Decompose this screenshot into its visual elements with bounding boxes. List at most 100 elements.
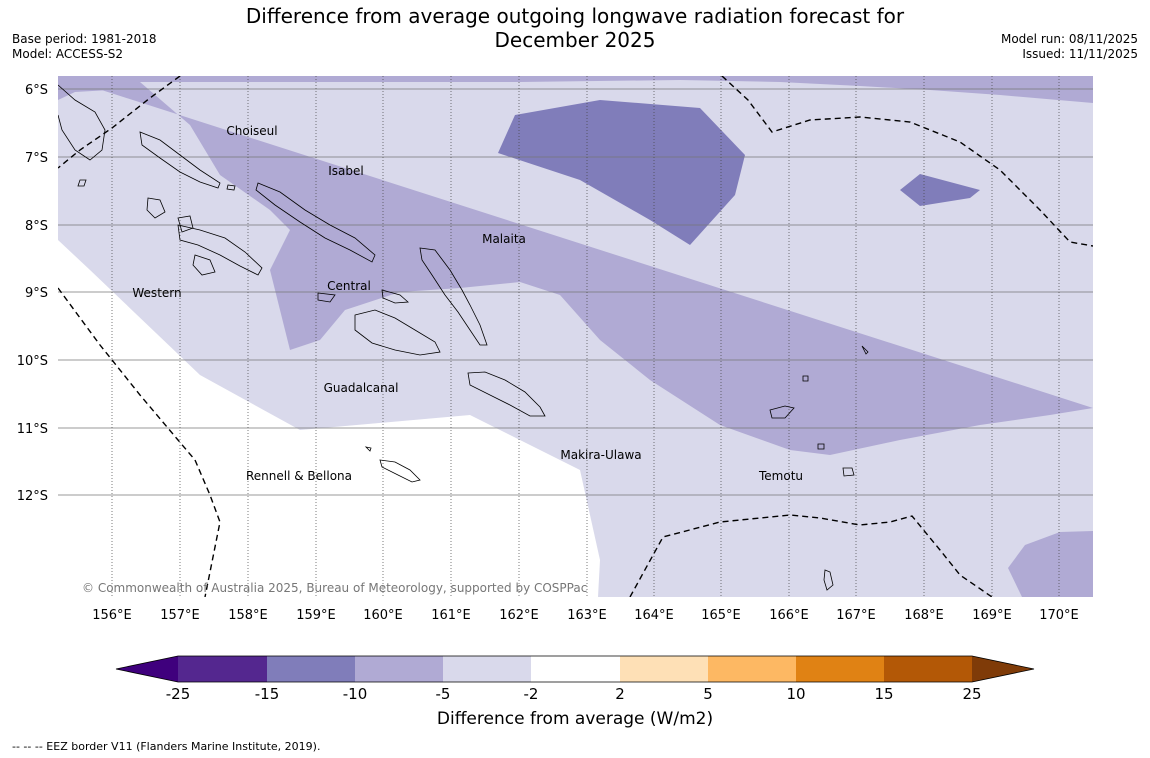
island-vanikoro <box>842 467 855 477</box>
province-temotu: Temotu <box>758 469 803 483</box>
map-title: Difference from average outgoing longwav… <box>180 4 970 52</box>
colorbar-tick: 10 <box>786 685 805 703</box>
province-western: Western <box>132 286 181 300</box>
island-guadalcanal <box>354 309 441 356</box>
island-sikaiana <box>861 345 869 355</box>
coastlines <box>58 84 869 591</box>
province-rennell-bellona: Rennell & Bellona <box>246 469 352 483</box>
lat-label: 6°S <box>25 83 48 98</box>
lat-label: 8°S <box>25 219 48 234</box>
model-run: Model run: 08/11/2025 <box>1000 32 1138 46</box>
colorbar-segment <box>178 656 267 682</box>
lon-label: 158°E <box>228 608 268 623</box>
colorbar-outline <box>115 655 1035 683</box>
colorbar-tick: -15 <box>255 685 280 703</box>
colorbar-segment <box>267 656 355 682</box>
island-utupua <box>817 443 825 450</box>
colorbar-low-extension <box>116 656 178 682</box>
model-name: Model: ACCESS-S2 <box>12 47 124 61</box>
colorbar-tick: -2 <box>524 685 539 703</box>
title-line-2: December 2025 <box>494 28 656 52</box>
copyright-notice: © Commonwealth of Australia 2025, Bureau… <box>82 581 587 595</box>
eez-borders <box>58 76 1093 597</box>
lon-label: 170°E <box>1039 608 1079 623</box>
colorbar-tick: -5 <box>436 685 451 703</box>
province-labels: Choiseul Isabel Malaita Central Western … <box>132 124 803 483</box>
province-makira-ulawa: Makira-Ulawa <box>560 448 641 462</box>
colorbar <box>115 655 1035 683</box>
colorbar-high-extension <box>972 656 1034 682</box>
lon-label: 157°E <box>160 608 200 623</box>
island-tikopia <box>823 569 834 591</box>
latitude-labels: 6°S 7°S 8°S 9°S 10°S 11°S 12°S <box>17 83 48 504</box>
island-makira <box>467 371 546 417</box>
island-rendova <box>192 254 216 276</box>
island-malaita <box>419 247 488 346</box>
lon-label: 168°E <box>904 608 944 623</box>
zone-strong-negative <box>498 100 745 245</box>
longitude-labels: 156°E 157°E 158°E 159°E 160°E 161°E 162°… <box>92 608 1079 623</box>
lon-label: 169°E <box>972 608 1012 623</box>
latitude-gridlines <box>58 88 1093 496</box>
colorbar-segment <box>708 656 796 682</box>
issued-date: Issued: 11/11/2025 <box>1022 47 1138 61</box>
zone-moderate-negative-topleft <box>58 76 150 100</box>
colorbar-segment <box>443 656 531 682</box>
island-kolombangara <box>177 215 194 233</box>
island-choiseul <box>139 131 221 189</box>
run-info: Model run: 08/11/2025 Issued: 11/11/2025 <box>1001 32 1138 62</box>
lat-label: 7°S <box>25 151 48 166</box>
colorbar-segment <box>884 656 972 682</box>
zone-strong-negative-east <box>900 174 980 206</box>
island-rennell <box>379 459 421 483</box>
island-reef <box>802 375 809 382</box>
colorbar-segment <box>620 656 708 682</box>
colorbar-tick: 2 <box>615 685 625 703</box>
colorbar-tick-labels: -25 -15 -10 -5 -2 2 5 10 15 25 <box>166 685 982 703</box>
lon-label: 163°E <box>567 608 607 623</box>
island-treasury <box>226 184 236 191</box>
lat-label: 9°S <box>25 286 48 301</box>
island-vella <box>146 197 166 219</box>
lat-label: 11°S <box>17 422 48 437</box>
lon-label: 161°E <box>431 608 471 623</box>
lon-label: 156°E <box>92 608 132 623</box>
lon-label: 164°E <box>634 608 674 623</box>
island-florida <box>317 292 336 303</box>
island-bougainville <box>58 84 106 161</box>
colorbar-tick: 15 <box>874 685 893 703</box>
island-isabel <box>255 182 376 263</box>
colorbar-segment <box>531 656 620 682</box>
province-guadalcanal: Guadalcanal <box>324 381 399 395</box>
lon-label: 162°E <box>499 608 539 623</box>
zone-moderate-negative-se <box>1008 531 1093 597</box>
olr-map: Choiseul Isabel Malaita Central Western … <box>58 76 1093 597</box>
base-info: Base period: 1981-2018 Model: ACCESS-S2 <box>12 32 157 62</box>
colorbar-segment <box>355 656 443 682</box>
colorbar-tick: 5 <box>703 685 713 703</box>
island-bellona <box>364 446 372 452</box>
colorbar-segment <box>796 656 884 682</box>
lat-label: 10°S <box>17 354 48 369</box>
island-new-georgia <box>177 224 263 276</box>
province-malaita: Malaita <box>482 232 526 246</box>
base-period: Base period: 1981-2018 <box>12 32 157 46</box>
lon-label: 167°E <box>836 608 876 623</box>
colorbar-tick: 25 <box>962 685 981 703</box>
province-isabel: Isabel <box>328 164 363 178</box>
lon-label: 159°E <box>296 608 336 623</box>
lon-label: 166°E <box>769 608 809 623</box>
province-choiseul: Choiseul <box>226 124 277 138</box>
eez-footnote: -- -- -- EEZ border V11 (Flanders Marine… <box>12 740 321 753</box>
lon-label: 160°E <box>363 608 403 623</box>
island-shortlands <box>77 179 87 187</box>
lon-label: 165°E <box>701 608 741 623</box>
colorbar-title: Difference from average (W/m2) <box>436 709 714 729</box>
island-santa-cruz <box>769 405 795 419</box>
colorbar-tick: -25 <box>166 685 191 703</box>
title-line-1: Difference from average outgoing longwav… <box>245 4 905 28</box>
island-russell <box>381 289 409 304</box>
colorbar-tick: -10 <box>343 685 368 703</box>
province-central: Central <box>327 279 371 293</box>
